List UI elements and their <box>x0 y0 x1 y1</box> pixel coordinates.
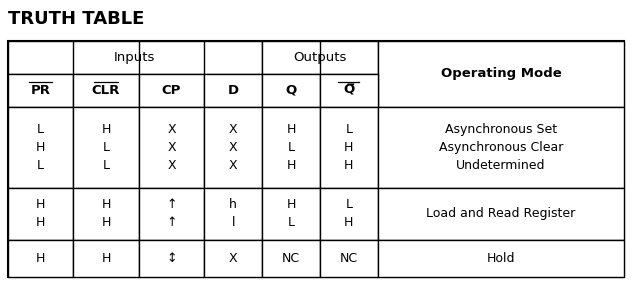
Text: NC: NC <box>339 252 358 265</box>
Bar <box>204 106 262 187</box>
Text: Asynchronous Set
Asynchronous Clear
Undetermined: Asynchronous Set Asynchronous Clear Unde… <box>439 123 563 172</box>
Bar <box>262 74 320 106</box>
Bar <box>138 240 204 277</box>
Text: CP: CP <box>162 84 181 97</box>
Bar <box>204 187 262 240</box>
Text: H
H: H H <box>36 198 45 229</box>
Text: L
H: L H <box>344 198 353 229</box>
Text: ↕: ↕ <box>166 252 177 265</box>
Text: H: H <box>36 252 45 265</box>
Text: PR: PR <box>30 84 51 97</box>
Bar <box>262 240 320 277</box>
Bar <box>320 187 378 240</box>
Text: X: X <box>229 252 238 265</box>
Text: Outputs: Outputs <box>293 51 346 64</box>
Text: h
l: h l <box>229 198 237 229</box>
Bar <box>8 41 262 74</box>
Bar <box>73 187 138 240</box>
Text: H
H: H H <box>101 198 111 229</box>
Text: Inputs: Inputs <box>114 51 155 64</box>
Text: H
L: H L <box>286 198 296 229</box>
Bar <box>320 106 378 187</box>
Bar <box>378 41 624 106</box>
Bar <box>8 106 73 187</box>
Text: Operating Mode: Operating Mode <box>441 67 561 80</box>
Bar <box>73 240 138 277</box>
Text: Hold: Hold <box>487 252 515 265</box>
Text: Q: Q <box>285 84 296 97</box>
Bar <box>8 41 624 277</box>
Bar <box>378 106 624 187</box>
Text: H: H <box>101 252 111 265</box>
Bar <box>8 74 73 106</box>
Bar <box>262 106 320 187</box>
Text: X
X
X: X X X <box>229 123 238 172</box>
Text: Q̅: Q̅ <box>343 84 355 97</box>
Text: H
L
H: H L H <box>286 123 296 172</box>
Text: CLR: CLR <box>92 84 120 97</box>
Bar <box>8 187 73 240</box>
Bar <box>204 240 262 277</box>
Bar <box>204 74 262 106</box>
Bar <box>378 240 624 277</box>
Bar <box>73 106 138 187</box>
Text: H
L
L: H L L <box>101 123 111 172</box>
Bar <box>138 74 204 106</box>
Text: ↑
↑: ↑ ↑ <box>166 198 177 229</box>
Bar <box>262 41 378 74</box>
Text: NC: NC <box>282 252 300 265</box>
Bar <box>73 74 138 106</box>
Bar <box>138 106 204 187</box>
Text: L
H
L: L H L <box>36 123 45 172</box>
Text: X
X
X: X X X <box>167 123 176 172</box>
Bar <box>320 74 378 106</box>
Text: TRUTH TABLE: TRUTH TABLE <box>8 10 144 28</box>
Bar <box>138 187 204 240</box>
Bar <box>378 187 624 240</box>
Bar <box>262 187 320 240</box>
Text: L
H
H: L H H <box>344 123 353 172</box>
Text: D: D <box>228 84 239 97</box>
Text: Load and Read Register: Load and Read Register <box>427 207 576 220</box>
Bar <box>320 240 378 277</box>
Bar <box>8 240 73 277</box>
